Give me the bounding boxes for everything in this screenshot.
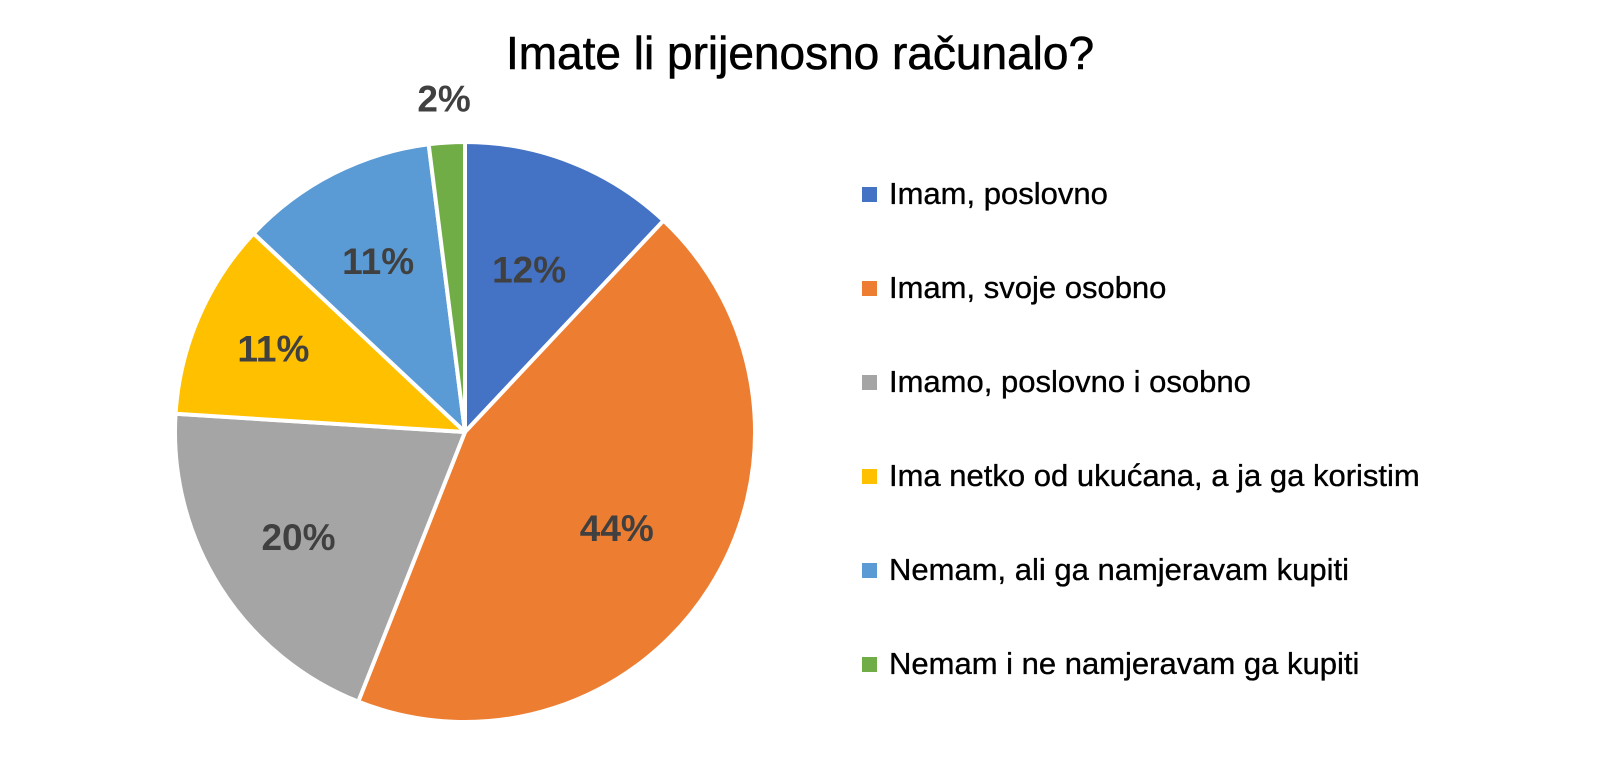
legend-item-imam-svoje-osobno: Imam, svoje osobno: [862, 264, 1582, 358]
legend-swatch: [862, 375, 877, 390]
data-label-imam-poslovno: 12%: [492, 250, 566, 291]
pie-slice-ima-netko-od-ukucana-a-ja-ga-koristim: [173, 231, 467, 434]
pie-slice-imam-svoje-osobno: [356, 218, 758, 724]
legend-label: Nemam i ne namjeravam ga kupiti: [889, 646, 1360, 681]
legend-item-ima-netko-od-ukucana-a-ja-ga-koristim: Ima netko od ukućana, a ja ga koristim: [862, 452, 1582, 546]
legend-label: Ima netko od ukućana, a ja ga koristim: [889, 458, 1420, 493]
legend-label: Nemam, ali ga namjeravam kupiti: [889, 552, 1350, 587]
data-label-ima-netko-od-ukucana-a-ja-ga-koristim: 11%: [237, 329, 309, 370]
legend-label: Imamo, poslovno i osobno: [889, 364, 1251, 399]
legend-swatch: [862, 563, 877, 578]
legend-swatch: [862, 469, 877, 484]
data-label-imam-svoje-osobno: 44%: [580, 508, 654, 549]
data-label-nemam-i-ne-namjeravam-ga-kupiti: 2%: [417, 79, 470, 120]
legend-swatch: [862, 281, 877, 296]
chart-legend: Imam, poslovno Imam, svoje osobno Imamo, p…: [862, 170, 1582, 734]
legend-item-nemam-i-ne-namjeravam-ga-kupiti: Nemam i ne namjeravam ga kupiti: [862, 640, 1582, 734]
data-label-imamo-poslovno-i-osobno: 20%: [261, 517, 335, 558]
pie-slice-nemam-ali-ga-namjeravam-kupiti: [251, 142, 467, 434]
data-label-nemam-ali-ga-namjeravam-kupiti: 11%: [342, 241, 414, 282]
legend-label: Imam, poslovno: [889, 176, 1108, 211]
legend-item-imam-poslovno: Imam, poslovno: [862, 170, 1582, 264]
pie-slice-imam-poslovno: [463, 140, 666, 434]
legend-swatch: [862, 657, 877, 672]
pie-slice-nemam-i-ne-namjeravam-ga-kupiti: [426, 140, 467, 434]
legend-label: Imam, svoje osobno: [889, 270, 1167, 305]
legend-swatch: [862, 187, 877, 202]
chart-title: Imate li prijenosno računalo?: [505, 27, 1095, 80]
legend-item-imamo-poslovno-i-osobno: Imamo, poslovno i osobno: [862, 358, 1582, 452]
pie-slice-imamo-poslovno-i-osobno: [173, 411, 467, 704]
legend-item-nemam-ali-ga-namjeravam-kupiti: Nemam, ali ga namjeravam kupiti: [862, 546, 1582, 640]
